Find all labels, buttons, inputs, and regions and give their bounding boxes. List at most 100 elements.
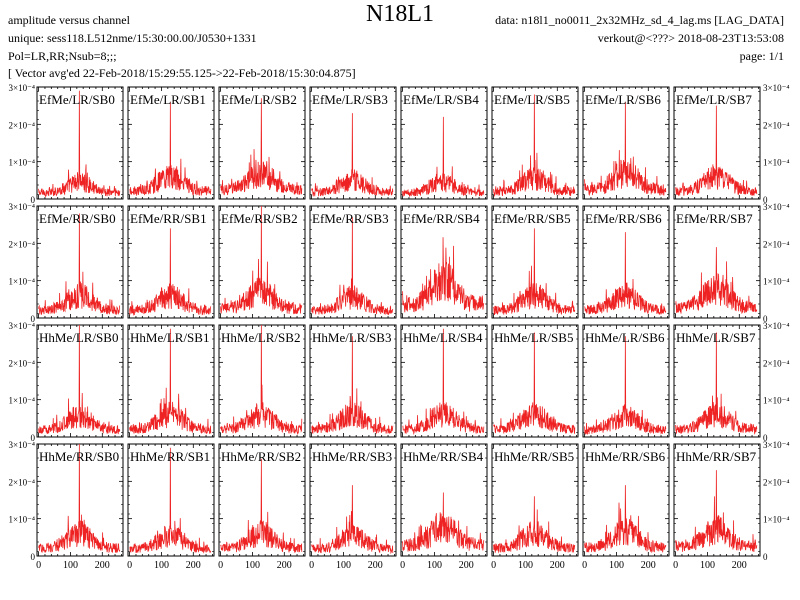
spectrum-line [38,90,121,198]
spectrum-line [675,247,758,314]
panel-efme-lr-sb6: EfMe/LR/SB6 [582,86,670,200]
x-tick-label: 100 [63,560,78,571]
panel-efme-lr-sb4: EfMe/LR/SB4 [400,86,488,200]
panel-hhme-rr-sb5: HhMe/RR/SB5 0 100 200 [491,443,579,571]
y-tick-label-right: 1×10⁻⁴ [763,396,789,406]
x-tick-label: 200 [186,560,201,571]
spectrum-line [675,105,758,197]
panel-hhme-rr-sb4: HhMe/RR/SB4 0 100 200 [400,443,488,571]
spectrum-line [402,116,485,197]
y-tick-label: 1×10⁻⁴ [9,158,35,168]
x-tick-label: 0 [673,560,678,571]
y-tick-label: 1×10⁻⁴ [9,277,35,287]
panel-efme-rr-sb3: EfMe/RR/SB3 [309,205,397,319]
x-tick-label: 100 [336,560,351,571]
panel-frame [127,86,215,200]
panel-label: EfMe/LR/SB1 [130,92,206,107]
panel-efme-rr-sb2: EfMe/RR/SB2 [218,205,306,319]
panel-hhme-rr-sb3: HhMe/RR/SB3 0 100 200 [309,443,397,571]
spectrum-line [129,447,212,554]
panel-label: EfMe/RR/SB5 [494,211,571,226]
panel-label: HhMe/RR/SB4 [403,449,484,464]
panel-label: EfMe/RR/SB6 [585,211,662,226]
panel-hhme-rr-sb1: HhMe/RR/SB1 0 100 200 [127,443,215,571]
spectrum-line [493,228,576,315]
x-tick-label: 100 [700,560,715,571]
panel-label: HhMe/LR/SB7 [676,330,756,345]
y-tick-label: 0 [31,195,36,205]
y-tick-label: 3×10⁻⁴ [9,440,35,450]
panel-efme-lr-sb0: EfMe/LR/SB0 0 1×10⁻⁴ 2×10⁻⁴ 3×10⁻⁴ [9,83,124,205]
panel-frame [127,443,215,557]
spectrum-line [129,228,212,316]
panel-hhme-lr-sb6: HhMe/LR/SB6 [582,324,670,438]
panel-label: EfMe/RR/SB2 [221,211,298,226]
panel-frame [400,86,488,200]
panel-frame [400,443,488,557]
panel-frame [309,86,397,200]
panel-label: EfMe/LR/SB4 [403,92,479,107]
y-tick-label-right: 2×10⁻⁴ [763,477,789,487]
panel-frame [491,205,579,319]
y-tick-label-right: 1×10⁻⁴ [763,158,789,168]
panel-efme-rr-sb6: EfMe/RR/SB6 [582,205,670,319]
panel-label: EfMe/RR/SB3 [312,211,389,226]
panel-frame [309,205,397,319]
panel-label: EfMe/RR/SB1 [130,211,207,226]
x-tick-label: 100 [518,560,533,571]
x-tick-label: 0 [309,560,314,571]
spectrum-line [220,324,303,436]
y-tick-label-right: 3×10⁻⁴ [763,440,789,450]
y-tick-label-right: 2×10⁻⁴ [763,358,789,368]
panel-label: HhMe/LR/SB2 [221,330,300,345]
panel-label: EfMe/RR/SB0 [39,211,116,226]
panel-efme-rr-sb1: EfMe/RR/SB1 [127,205,215,319]
panel-efme-lr-sb3: EfMe/LR/SB3 [309,86,397,200]
spectrum-line [675,470,758,552]
plot-title: N18L1 [366,1,434,27]
spectrum-line [38,324,121,435]
spectrum-line [584,232,667,315]
x-tick-label: 0 [36,560,41,571]
spectrum-line [402,492,485,552]
panel-frame [36,443,124,557]
panel-group: EfMe/LR/SB0 0 1×10⁻⁴ 2×10⁻⁴ 3×10⁻⁴ EfMe/LR/SB… [9,83,790,571]
spectrum-line [311,113,394,197]
panel-frame [673,324,761,438]
panel-label: HhMe/RR/SB6 [585,449,666,464]
panel-label: HhMe/RR/SB7 [676,449,757,464]
x-tick-label: 100 [154,560,169,571]
spectrum-line [584,485,667,554]
spectrum-line [38,213,121,315]
panel-efme-lr-sb5: EfMe/LR/SB5 [491,86,579,200]
spectrum-line [493,332,576,434]
panel-frame [309,324,397,438]
y-tick-label-right: 0 [763,195,768,205]
y-tick-label: 3×10⁻⁴ [9,321,35,331]
panel-frame [218,205,306,319]
panel-label: EfMe/LR/SB0 [39,92,115,107]
y-tick-label: 2×10⁻⁴ [9,358,35,368]
spectrum-line [584,336,667,436]
panel-efme-rr-sb7: EfMe/RR/SB7 0 1×10⁻⁴ 2×10⁻⁴ 3×10⁻⁴ [673,202,789,324]
panel-frame [127,205,215,319]
y-tick-label-right: 3×10⁻⁴ [763,321,789,331]
y-tick-label: 2×10⁻⁴ [9,477,35,487]
spectrum-line [311,485,394,555]
y-tick-label: 2×10⁻⁴ [9,239,35,249]
x-tick-label: 0 [400,560,405,571]
spectrum-line [584,101,667,197]
spectrum-line [129,101,212,196]
spectrum-line [220,205,303,315]
y-tick-label: 3×10⁻⁴ [9,83,35,93]
panel-hhme-lr-sb3: HhMe/LR/SB3 [309,324,397,438]
panel-hhme-lr-sb4: HhMe/LR/SB4 [400,324,488,438]
y-tick-label-right: 1×10⁻⁴ [763,515,789,525]
panel-label: HhMe/LR/SB4 [403,330,483,345]
spectrum-line [220,458,303,553]
header-line-3: Pol=LR,RR;Nsub=8;;; [8,49,117,63]
panel-frame [309,443,397,557]
panel-frame [36,205,124,319]
panel-label: EfMe/LR/SB5 [494,92,570,107]
